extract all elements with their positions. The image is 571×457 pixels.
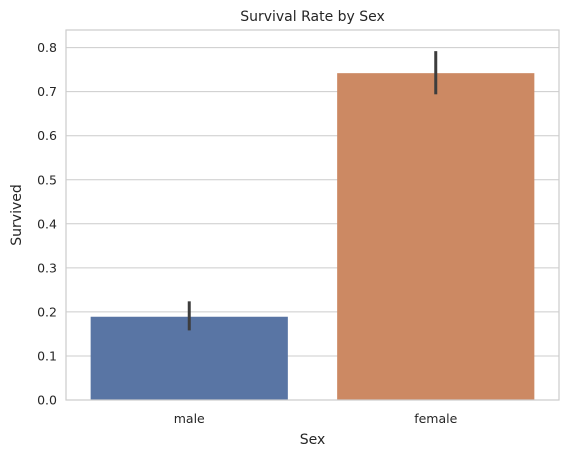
y-tick-label: 0.8 bbox=[37, 40, 57, 55]
y-axis-label: Survived bbox=[9, 184, 25, 245]
x-tick-label: male bbox=[174, 411, 205, 426]
bar-male bbox=[90, 316, 288, 400]
chart-title: Survival Rate by Sex bbox=[240, 9, 385, 25]
y-tick-label: 0.6 bbox=[37, 128, 57, 143]
x-tick-labels: male female bbox=[174, 411, 458, 426]
y-tick-labels: 0.0 0.1 0.2 0.3 0.4 0.5 0.6 0.7 0.8 bbox=[37, 40, 57, 407]
y-tick-label: 0.7 bbox=[37, 84, 57, 99]
y-tick-label: 0.0 bbox=[37, 393, 57, 408]
x-tick-label: female bbox=[414, 411, 457, 426]
y-tick-label: 0.2 bbox=[37, 304, 57, 319]
y-tick-label: 0.1 bbox=[37, 348, 57, 363]
bars bbox=[90, 73, 535, 401]
y-tick-label: 0.5 bbox=[37, 172, 57, 187]
bar-female bbox=[337, 73, 535, 401]
y-tick-label: 0.4 bbox=[37, 216, 57, 231]
error-bars bbox=[187, 51, 438, 331]
x-axis-label: Sex bbox=[300, 432, 326, 448]
y-tick-label: 0.3 bbox=[37, 260, 57, 275]
plot-frame bbox=[65, 29, 560, 401]
